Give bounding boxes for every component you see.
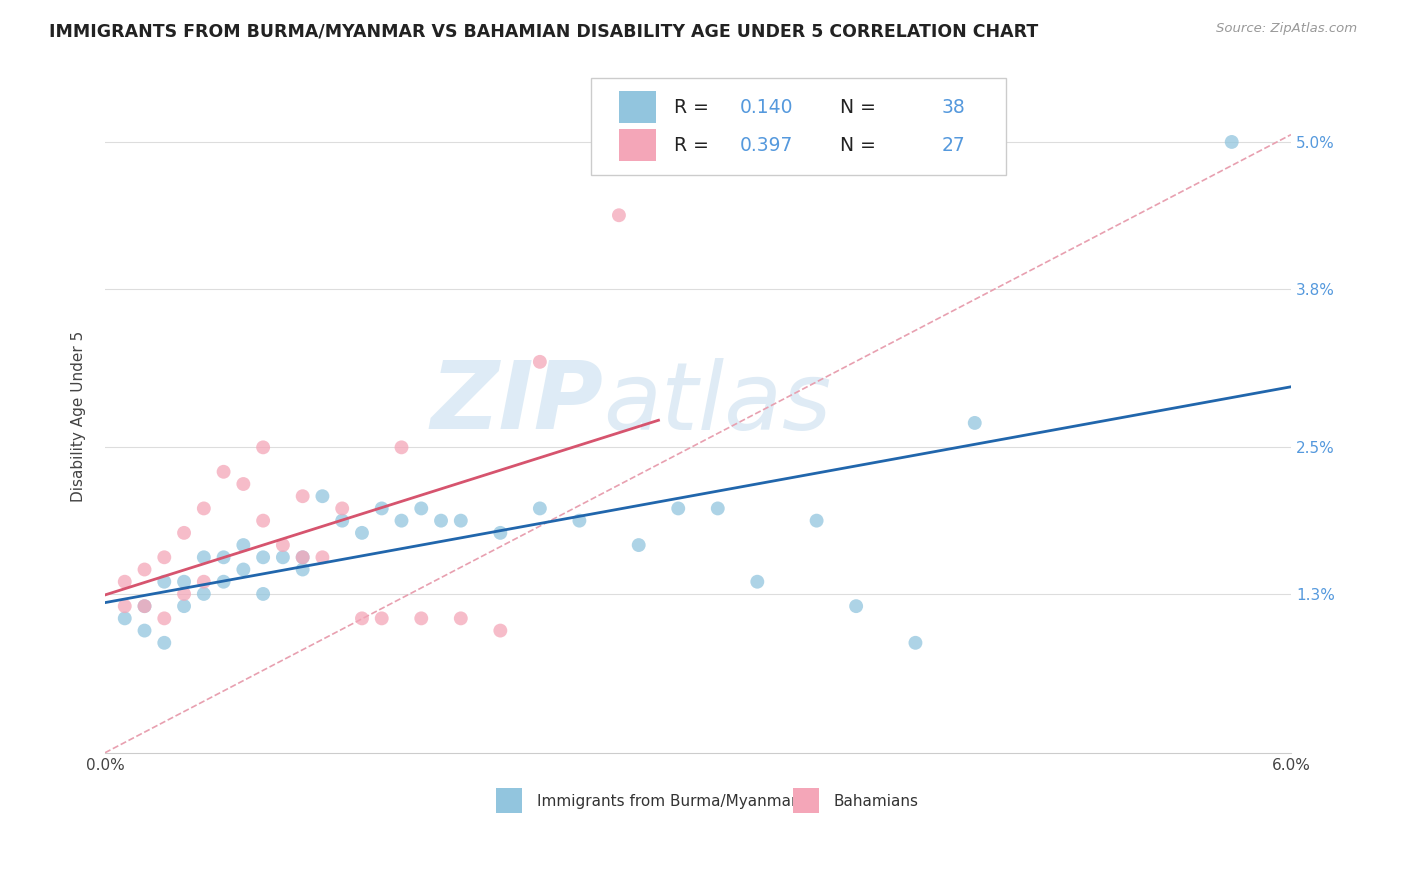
Point (391, 441, 413, 455)
Point (193, 550, 215, 565)
Point (291, 550, 314, 565)
Y-axis label: Disability Age Under 5: Disability Age Under 5 (72, 331, 86, 502)
Point (252, 550, 274, 565)
Point (173, 525, 195, 540)
Point (330, 501, 353, 516)
Point (252, 514, 274, 528)
Text: Bahamians: Bahamians (834, 794, 918, 809)
Point (411, 611, 433, 625)
Point (1220, 135, 1243, 149)
Point (232, 562, 254, 576)
Point (134, 562, 156, 576)
Point (212, 465, 235, 479)
Point (271, 550, 294, 565)
Point (311, 550, 333, 565)
Point (707, 501, 730, 516)
Point (489, 525, 512, 540)
Point (607, 208, 630, 222)
Text: R =: R = (675, 136, 716, 155)
Text: 38: 38 (941, 97, 965, 117)
Bar (793, 788, 818, 814)
Text: Source: ZipAtlas.com: Source: ZipAtlas.com (1216, 22, 1357, 36)
Point (806, 514, 828, 528)
Point (291, 562, 314, 576)
Text: R =: R = (675, 97, 716, 117)
Point (450, 514, 472, 528)
Point (173, 574, 195, 589)
Point (153, 611, 176, 625)
Point (627, 538, 650, 552)
Point (193, 574, 215, 589)
Point (114, 574, 136, 589)
Point (114, 611, 136, 625)
Point (845, 599, 868, 614)
Point (252, 587, 274, 601)
Point (153, 636, 176, 650)
Point (291, 489, 314, 503)
Point (134, 599, 156, 614)
Text: N =: N = (828, 97, 883, 117)
Bar (496, 788, 523, 814)
Point (747, 574, 769, 589)
Point (371, 501, 394, 516)
Text: atlas: atlas (603, 358, 831, 449)
Point (666, 501, 689, 516)
Point (350, 611, 373, 625)
Point (963, 416, 986, 430)
Point (291, 550, 314, 565)
Point (232, 477, 254, 491)
Point (212, 550, 235, 565)
Point (252, 441, 274, 455)
Point (173, 599, 195, 614)
Point (330, 514, 353, 528)
Point (173, 587, 195, 601)
Point (568, 514, 591, 528)
Bar (619, 129, 657, 161)
Point (529, 355, 551, 369)
Point (271, 538, 294, 552)
Point (193, 501, 215, 516)
FancyBboxPatch shape (592, 78, 1007, 175)
Point (411, 501, 433, 516)
Text: 27: 27 (941, 136, 965, 155)
Point (232, 538, 254, 552)
Text: 0.140: 0.140 (740, 97, 793, 117)
Point (153, 574, 176, 589)
Point (311, 489, 333, 503)
Point (489, 624, 512, 638)
Point (450, 611, 472, 625)
Point (529, 501, 551, 516)
Point (391, 514, 413, 528)
Point (193, 587, 215, 601)
Text: 0.397: 0.397 (740, 136, 793, 155)
Point (114, 599, 136, 614)
Text: N =: N = (828, 136, 883, 155)
Point (134, 599, 156, 614)
Point (371, 611, 394, 625)
Point (153, 550, 176, 565)
Point (430, 514, 453, 528)
Text: ZIP: ZIP (430, 358, 603, 450)
Text: IMMIGRANTS FROM BURMA/MYANMAR VS BAHAMIAN DISABILITY AGE UNDER 5 CORRELATION CHA: IMMIGRANTS FROM BURMA/MYANMAR VS BAHAMIA… (49, 22, 1039, 40)
Point (350, 525, 373, 540)
Point (904, 636, 927, 650)
Text: Immigrants from Burma/Myanmar: Immigrants from Burma/Myanmar (537, 794, 797, 809)
Point (134, 624, 156, 638)
Point (212, 574, 235, 589)
Bar (619, 91, 657, 123)
